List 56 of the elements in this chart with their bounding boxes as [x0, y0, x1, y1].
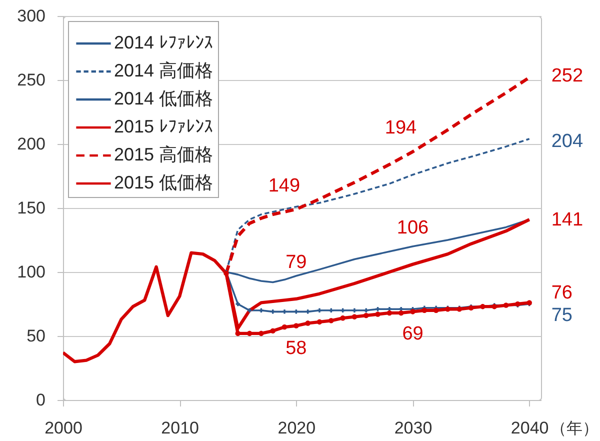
data-label: 204: [551, 130, 584, 152]
data-label: 75: [551, 305, 572, 326]
data-label: 58: [286, 338, 307, 359]
data-label: 141: [551, 210, 584, 231]
data-label: 194: [384, 118, 418, 139]
data-label: 76: [551, 282, 572, 304]
legend-label: 2014 低価格: [114, 88, 214, 108]
point: [317, 308, 322, 313]
point: [316, 319, 322, 325]
legend-label: 2014 高価格: [114, 60, 214, 80]
point: [328, 318, 334, 324]
legend-label: 2015 ﾚﾌｧﾚﾝｽ: [114, 116, 214, 136]
point: [410, 309, 416, 314]
point: [294, 310, 298, 314]
x-tick-label: 2040: [510, 418, 549, 438]
point: [270, 328, 276, 334]
point: [270, 310, 275, 314]
point: [352, 308, 357, 313]
y-tick-label: 200: [17, 134, 46, 154]
point: [306, 310, 310, 314]
x-tick-label: 2030: [394, 418, 432, 438]
y-tick-label: 300: [17, 6, 46, 26]
point: [259, 308, 264, 313]
point: [305, 320, 310, 326]
point: [235, 330, 241, 336]
legend-label: 2014 ﾚﾌｧﾚﾝｽ: [114, 32, 214, 52]
point: [376, 307, 380, 312]
data-label: 79: [286, 252, 307, 273]
data-label: 106: [396, 217, 429, 238]
y-tick-label: 250: [17, 70, 46, 90]
point: [282, 310, 287, 314]
point: [236, 302, 240, 306]
x-tick-label: 2010: [161, 418, 199, 438]
data-label: 149: [268, 175, 300, 196]
x-tick-label: 2020: [278, 418, 316, 438]
point: [258, 330, 264, 336]
point: [294, 323, 299, 328]
data-label: 69: [402, 324, 424, 345]
x-tick-label: 2000: [44, 418, 82, 438]
point: [352, 314, 358, 320]
point: [329, 308, 334, 313]
point: [340, 315, 346, 321]
y-tick-label: 100: [17, 262, 46, 282]
point: [246, 330, 252, 336]
point: [247, 308, 252, 313]
point: [375, 312, 380, 317]
point: [282, 324, 288, 330]
point: [363, 312, 369, 318]
legend-label: 2015 低価格: [114, 172, 214, 192]
point: [340, 308, 345, 313]
y-tick-label: 150: [17, 198, 46, 218]
x-axis-title: （年）: [550, 420, 598, 438]
legend-label: 2015 高価格: [114, 144, 214, 164]
y-tick-label: 0: [36, 390, 46, 410]
y-tick-label: 50: [26, 326, 46, 346]
data-label: 252: [551, 65, 584, 86]
